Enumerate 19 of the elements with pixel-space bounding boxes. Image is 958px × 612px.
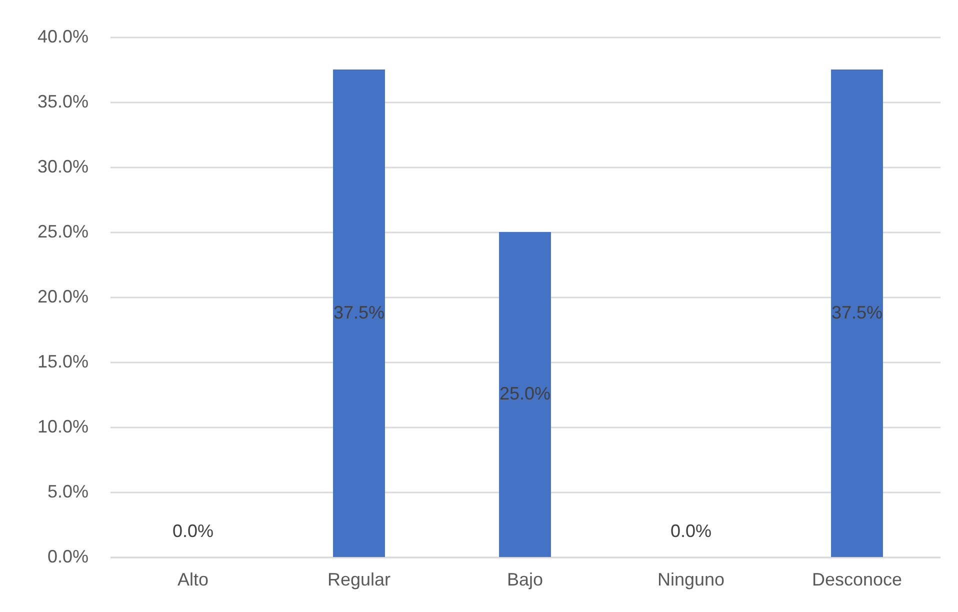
- y-tick-label: 20.0%: [37, 286, 88, 306]
- y-tick-label: 40.0%: [37, 26, 88, 46]
- x-tick-label: Desconoce: [812, 570, 902, 590]
- y-tick-label: 35.0%: [37, 92, 88, 112]
- data-label: 0.0%: [670, 521, 712, 541]
- y-tick-label: 30.0%: [37, 156, 88, 176]
- y-tick-label: 10.0%: [37, 416, 88, 436]
- y-tick-label: 25.0%: [37, 222, 88, 242]
- data-label: 37.5%: [333, 302, 385, 322]
- x-tick-label: Bajo: [506, 570, 544, 590]
- y-tick-label: 15.0%: [37, 352, 88, 372]
- x-tick-label: Ninguno: [657, 570, 725, 590]
- x-tick-label: Regular: [327, 570, 391, 590]
- data-label: 0.0%: [172, 521, 214, 541]
- x-tick-label: Alto: [177, 570, 209, 590]
- y-tick-label: 0.0%: [47, 546, 88, 566]
- data-label: 25.0%: [499, 384, 551, 404]
- y-tick-label: 5.0%: [47, 482, 88, 502]
- data-label: 37.5%: [831, 302, 883, 322]
